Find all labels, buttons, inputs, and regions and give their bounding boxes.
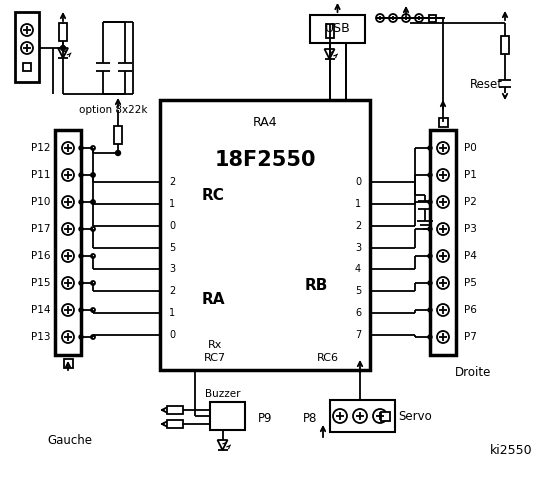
Bar bbox=[15, 12, 39, 82]
Text: 2: 2 bbox=[355, 221, 361, 231]
Bar bbox=[429, 15, 436, 22]
Circle shape bbox=[79, 227, 83, 231]
Bar bbox=[210, 402, 245, 430]
Bar bbox=[330, 400, 395, 432]
Circle shape bbox=[79, 281, 83, 285]
Text: 3: 3 bbox=[169, 264, 175, 275]
Bar bbox=[55, 130, 81, 355]
Text: 0: 0 bbox=[169, 330, 175, 340]
Text: 2: 2 bbox=[169, 177, 175, 187]
Bar bbox=[114, 126, 122, 144]
Circle shape bbox=[428, 281, 432, 285]
Bar bbox=[23, 63, 31, 71]
Circle shape bbox=[79, 254, 83, 258]
Bar bbox=[430, 130, 456, 355]
Text: RA: RA bbox=[202, 292, 226, 308]
Text: option 8x22k: option 8x22k bbox=[79, 105, 147, 115]
Circle shape bbox=[428, 335, 432, 339]
Text: 2: 2 bbox=[169, 286, 175, 296]
Circle shape bbox=[428, 173, 432, 177]
Text: P12: P12 bbox=[30, 143, 50, 153]
Circle shape bbox=[428, 146, 432, 150]
Text: Rx: Rx bbox=[208, 340, 222, 350]
Circle shape bbox=[60, 46, 65, 50]
Bar bbox=[501, 36, 509, 54]
Circle shape bbox=[428, 200, 432, 204]
Text: Buzzer: Buzzer bbox=[205, 389, 240, 399]
Text: RC7: RC7 bbox=[204, 353, 226, 363]
Bar bbox=[160, 100, 370, 370]
Text: ki2550: ki2550 bbox=[490, 444, 533, 456]
Text: Reset: Reset bbox=[470, 79, 503, 92]
Bar bbox=[167, 406, 183, 414]
Bar bbox=[64, 359, 73, 368]
Text: P1: P1 bbox=[464, 170, 477, 180]
Bar bbox=[310, 15, 365, 43]
Circle shape bbox=[79, 173, 83, 177]
Text: P7: P7 bbox=[464, 332, 477, 342]
Text: P13: P13 bbox=[30, 332, 50, 342]
Text: 6: 6 bbox=[355, 308, 361, 318]
Text: P0: P0 bbox=[464, 143, 477, 153]
Bar bbox=[381, 412, 390, 421]
Bar bbox=[439, 118, 448, 127]
Circle shape bbox=[79, 146, 83, 150]
Text: RC: RC bbox=[202, 188, 225, 203]
Text: 0: 0 bbox=[355, 177, 361, 187]
Text: P5: P5 bbox=[464, 278, 477, 288]
Circle shape bbox=[428, 254, 432, 258]
Text: 1: 1 bbox=[355, 199, 361, 209]
Text: P15: P15 bbox=[30, 278, 50, 288]
Text: P8: P8 bbox=[303, 411, 317, 424]
Text: P10: P10 bbox=[30, 197, 50, 207]
Bar bbox=[167, 420, 183, 428]
Text: P9: P9 bbox=[258, 411, 272, 424]
Text: 5: 5 bbox=[355, 286, 361, 296]
Circle shape bbox=[428, 308, 432, 312]
Circle shape bbox=[116, 151, 121, 156]
Text: 18F2550: 18F2550 bbox=[214, 150, 316, 170]
Circle shape bbox=[428, 227, 432, 231]
Text: 0: 0 bbox=[169, 221, 175, 231]
Text: P17: P17 bbox=[30, 224, 50, 234]
Text: RC6: RC6 bbox=[317, 353, 339, 363]
Text: Servo: Servo bbox=[398, 409, 432, 422]
Text: Droite: Droite bbox=[455, 367, 491, 380]
Text: 4: 4 bbox=[355, 264, 361, 275]
Text: 1: 1 bbox=[169, 308, 175, 318]
Text: 5: 5 bbox=[169, 242, 175, 252]
Text: Gauche: Gauche bbox=[48, 433, 92, 446]
Text: 1: 1 bbox=[169, 199, 175, 209]
Text: P2: P2 bbox=[464, 197, 477, 207]
Text: RB: RB bbox=[305, 277, 328, 292]
Text: P4: P4 bbox=[464, 251, 477, 261]
Circle shape bbox=[79, 308, 83, 312]
Circle shape bbox=[79, 335, 83, 339]
Text: P16: P16 bbox=[30, 251, 50, 261]
Text: P14: P14 bbox=[30, 305, 50, 315]
Text: 7: 7 bbox=[355, 330, 361, 340]
Circle shape bbox=[79, 200, 83, 204]
Text: P6: P6 bbox=[464, 305, 477, 315]
Bar bbox=[326, 24, 333, 38]
Text: RA4: RA4 bbox=[253, 116, 277, 129]
Text: P3: P3 bbox=[464, 224, 477, 234]
Bar bbox=[59, 23, 67, 41]
Text: 3: 3 bbox=[355, 242, 361, 252]
Text: USB: USB bbox=[325, 23, 351, 36]
Text: P11: P11 bbox=[30, 170, 50, 180]
